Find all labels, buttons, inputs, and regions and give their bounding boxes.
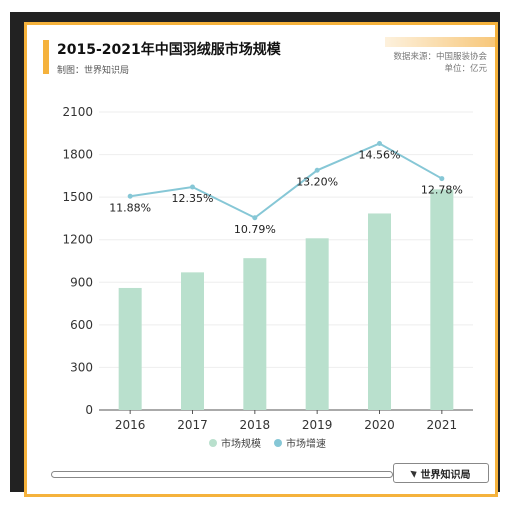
chart-title: 2015-2021年中国羽绒服市场规模 <box>57 42 281 58</box>
growth-data-label: 12.78% <box>421 184 463 197</box>
brand-tag: 世界知识局 <box>393 463 489 483</box>
bar <box>243 258 267 410</box>
growth-point <box>252 215 258 221</box>
y-tick-label: 2100 <box>62 105 93 119</box>
x-tick-label: 2021 <box>427 418 458 432</box>
x-tick-label: 2018 <box>240 418 271 432</box>
legend-swatch <box>209 439 217 447</box>
chart-credit: 制图：世界知识局 <box>57 66 130 76</box>
title-accent-bar <box>43 40 49 74</box>
brand-label: 世界知识局 <box>420 469 471 481</box>
y-tick-label: 300 <box>70 360 93 374</box>
growth-data-label: 13.20% <box>296 175 338 188</box>
bar <box>181 272 204 410</box>
growth-line <box>130 142 443 219</box>
legend-label: 市场规模 <box>221 437 261 450</box>
growth-point <box>439 176 445 182</box>
bar <box>430 189 454 410</box>
chart-card: 2015-2021年中国羽绒服市场规模 制图：世界知识局 数据来源：中国服装协会… <box>24 22 498 497</box>
source-line: 数据来源：中国服装协会 <box>393 52 487 62</box>
growth-data-label: 10.79% <box>234 223 276 236</box>
y-tick-label: 600 <box>70 318 93 332</box>
footer-rule <box>51 471 393 478</box>
legend-swatch <box>274 439 282 447</box>
bar <box>118 287 142 410</box>
growth-point <box>314 167 320 173</box>
growth-data-label: 11.88% <box>109 201 151 214</box>
y-tick-label: 900 <box>70 275 93 289</box>
growth-point <box>127 193 133 199</box>
source-note: 数据来源：中国服装协会 单位：亿元 <box>393 51 487 75</box>
growth-data-label: 14.56% <box>359 149 401 162</box>
x-tick-label: 2017 <box>177 418 208 432</box>
x-tick-label: 2016 <box>115 418 146 432</box>
bar <box>305 238 329 410</box>
y-tick-label: 1500 <box>62 190 93 204</box>
x-tick-label: 2020 <box>364 418 395 432</box>
source-strip <box>385 37 495 47</box>
growth-point <box>190 184 195 190</box>
y-tick-label: 0 <box>85 403 93 417</box>
chart-svg: 0 300 600 900 1200 1500 1800 2100 2016 2017 2018 20… <box>62 105 473 450</box>
y-tick-label: 1200 <box>62 233 93 247</box>
unit-line: 单位：亿元 <box>444 64 487 74</box>
cursor-icon <box>409 468 419 478</box>
x-tick-label: 2019 <box>302 418 333 432</box>
y-tick-label: 1800 <box>62 148 93 162</box>
legend-label: 市场增速 <box>286 437 326 450</box>
growth-point <box>377 141 382 147</box>
bar <box>368 213 391 410</box>
growth-data-label: 12.35% <box>172 192 214 205</box>
